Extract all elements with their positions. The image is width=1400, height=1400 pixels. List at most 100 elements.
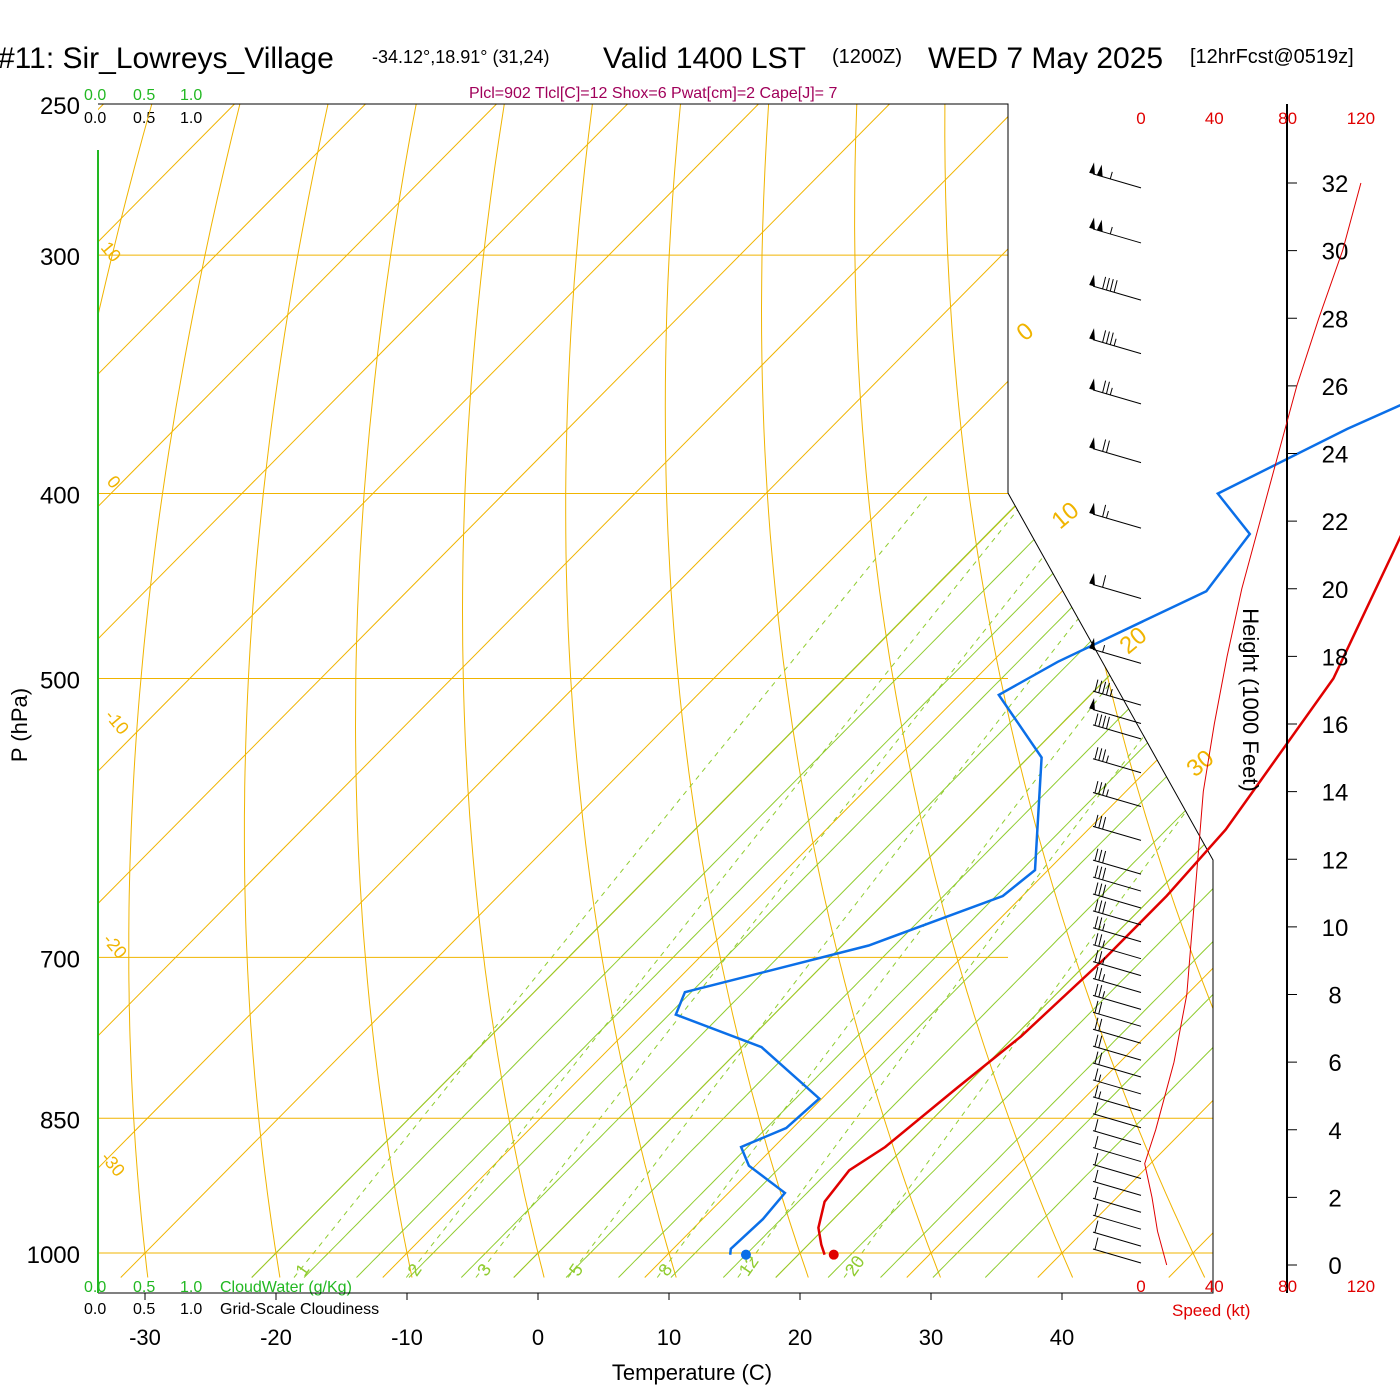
cloudiness-tick: 0.5 [133,110,155,127]
height-tick-label: 32 [1322,171,1349,198]
cloudiness-tick: 0.5 [133,1301,155,1318]
mixing-ratio-line [405,493,1032,1278]
wind-barb-staff [1092,339,1142,355]
wind-barb-staff [1092,1096,1142,1112]
wind-barb-lower [1092,1136,1142,1163]
wind-barb-lower [1092,1152,1142,1179]
wind-barb-halfflag [1109,171,1113,180]
wind-barb-flag [1105,716,1110,729]
height-tick-label: 2 [1328,1185,1341,1212]
wind-barb-lower [1092,916,1142,943]
isotherm-label: -30 [97,1148,129,1181]
wind-barb-pennant [1089,328,1095,341]
wind-barb-flag [1094,713,1099,726]
wind-barb-staff [1092,1130,1142,1146]
wind-barb-flag [1094,1034,1099,1047]
wind-barb-flag [1102,850,1107,864]
wind-speed-tick-label: 40 [1205,1277,1224,1296]
wind-barb-lower [1092,1051,1142,1078]
dry-adiabat [1386,104,1400,1278]
dewpoint-trace [674,403,1400,1255]
wind-barb-lower [1092,1000,1142,1027]
x-tick-label: 40 [1050,1325,1074,1350]
x-tick-label: 20 [788,1325,812,1350]
wind-barb-staff [1092,513,1142,529]
wind-barb-flag [1105,277,1110,291]
wind-barb-flag [1094,1119,1099,1132]
wind-barb-pennant [1089,637,1095,650]
wind-barb-flag [1094,1068,1099,1081]
cloudwater-tick: 0.5 [133,1279,155,1296]
wind-barb-lower [1092,966,1142,993]
cloudwater-tick: 0.0 [84,87,106,104]
wind-barb-halfflag [1109,387,1113,396]
valid-date: WED 7 May 2025 [928,42,1163,75]
cloudwater-scale-top: 0.0 0.5 1.0 0.0 0.5 1.0 [84,87,202,127]
pressure-tick-label: 700 [40,946,80,973]
wind-barb-staff [1092,994,1142,1010]
wind-barb-pennant [1096,164,1103,177]
wind-barb-flag [1102,817,1107,830]
isotherm-line [644,104,1213,1278]
height-tick-label: 14 [1322,780,1349,807]
wind-barb-flag [1094,679,1099,692]
isotherm-line [98,104,628,1278]
height-tick-label: 24 [1322,442,1349,469]
wind-barb-staff [1092,173,1142,189]
height-tick-label: 16 [1322,712,1349,739]
dry-adiabat [243,104,329,1278]
cloudiness-tick: 1.0 [180,1301,202,1318]
wind-barb-pennant [1089,217,1095,230]
height-axis-label: Height (1000 Feet) [1238,608,1263,791]
wind-barb-flag [1098,883,1103,896]
wind-barb-flag [1098,680,1103,693]
moist-adiabat [251,104,1213,1278]
wind-barb-staff [1092,1079,1142,1095]
valid-time: Valid 1400 LST [603,42,806,75]
wind-barb-flag [1102,504,1107,518]
wind-barb-flag [1109,332,1114,345]
moist-adiabat [513,104,1213,1278]
wind-barb-staff [1092,1045,1142,1061]
wind-barb-lower [1092,1220,1142,1247]
wind-barb-flag [1094,1220,1099,1233]
moist-adiabat [670,104,1213,1278]
wind-barb-flag [1094,882,1099,895]
dry-adiabat [1032,104,1213,1278]
moist-adiabat [303,104,1213,1278]
x-tick-label: 10 [657,1325,681,1350]
wind-barb-upper [1089,274,1142,301]
moist-adiabat [880,104,1213,1278]
wind-barb-staff [1092,724,1142,740]
wind-barb-flag [1098,1018,1103,1032]
wind-barb-flag [1109,279,1114,292]
wind-barb-staff [1092,1062,1142,1078]
station-title: #11: Sir_Lowreys_Village [0,42,334,75]
wind-barb-staff [1092,792,1142,808]
wind-barb-staff [1092,1214,1142,1230]
wind-speed-tick-label: 80 [1278,109,1297,128]
wind-barb-flag [1094,1051,1099,1064]
wind-barb-flag [1098,951,1103,964]
wind-speed-label: Speed (kt) [1172,1301,1250,1320]
wind-barb-staff [1092,228,1142,244]
x-tick-label: -10 [391,1325,423,1350]
temperature-trace [817,534,1400,1256]
wind-barb-halfflag [1102,940,1106,948]
wind-barb-lower [1092,1119,1142,1146]
isotherm-line [775,104,1213,1278]
wind-barb-halfflag [1102,645,1106,653]
moist-adiabat [565,104,1213,1278]
cloudwater-tick: 0.5 [133,87,155,104]
wind-barb-staff [1092,1248,1142,1264]
dry-adiabat [854,104,1074,1278]
wind-barb-flag [1102,439,1107,452]
wind-barb-pennant [1089,437,1095,450]
wind-barb-lower [1092,1203,1142,1230]
wind-barb-flag [1094,814,1099,828]
pressure-tick-label: 300 [40,244,80,271]
wind-barb-pennant [1096,219,1103,232]
wind-speed-tick-label: 120 [1347,109,1375,128]
wind-barb-lower [1092,933,1142,960]
